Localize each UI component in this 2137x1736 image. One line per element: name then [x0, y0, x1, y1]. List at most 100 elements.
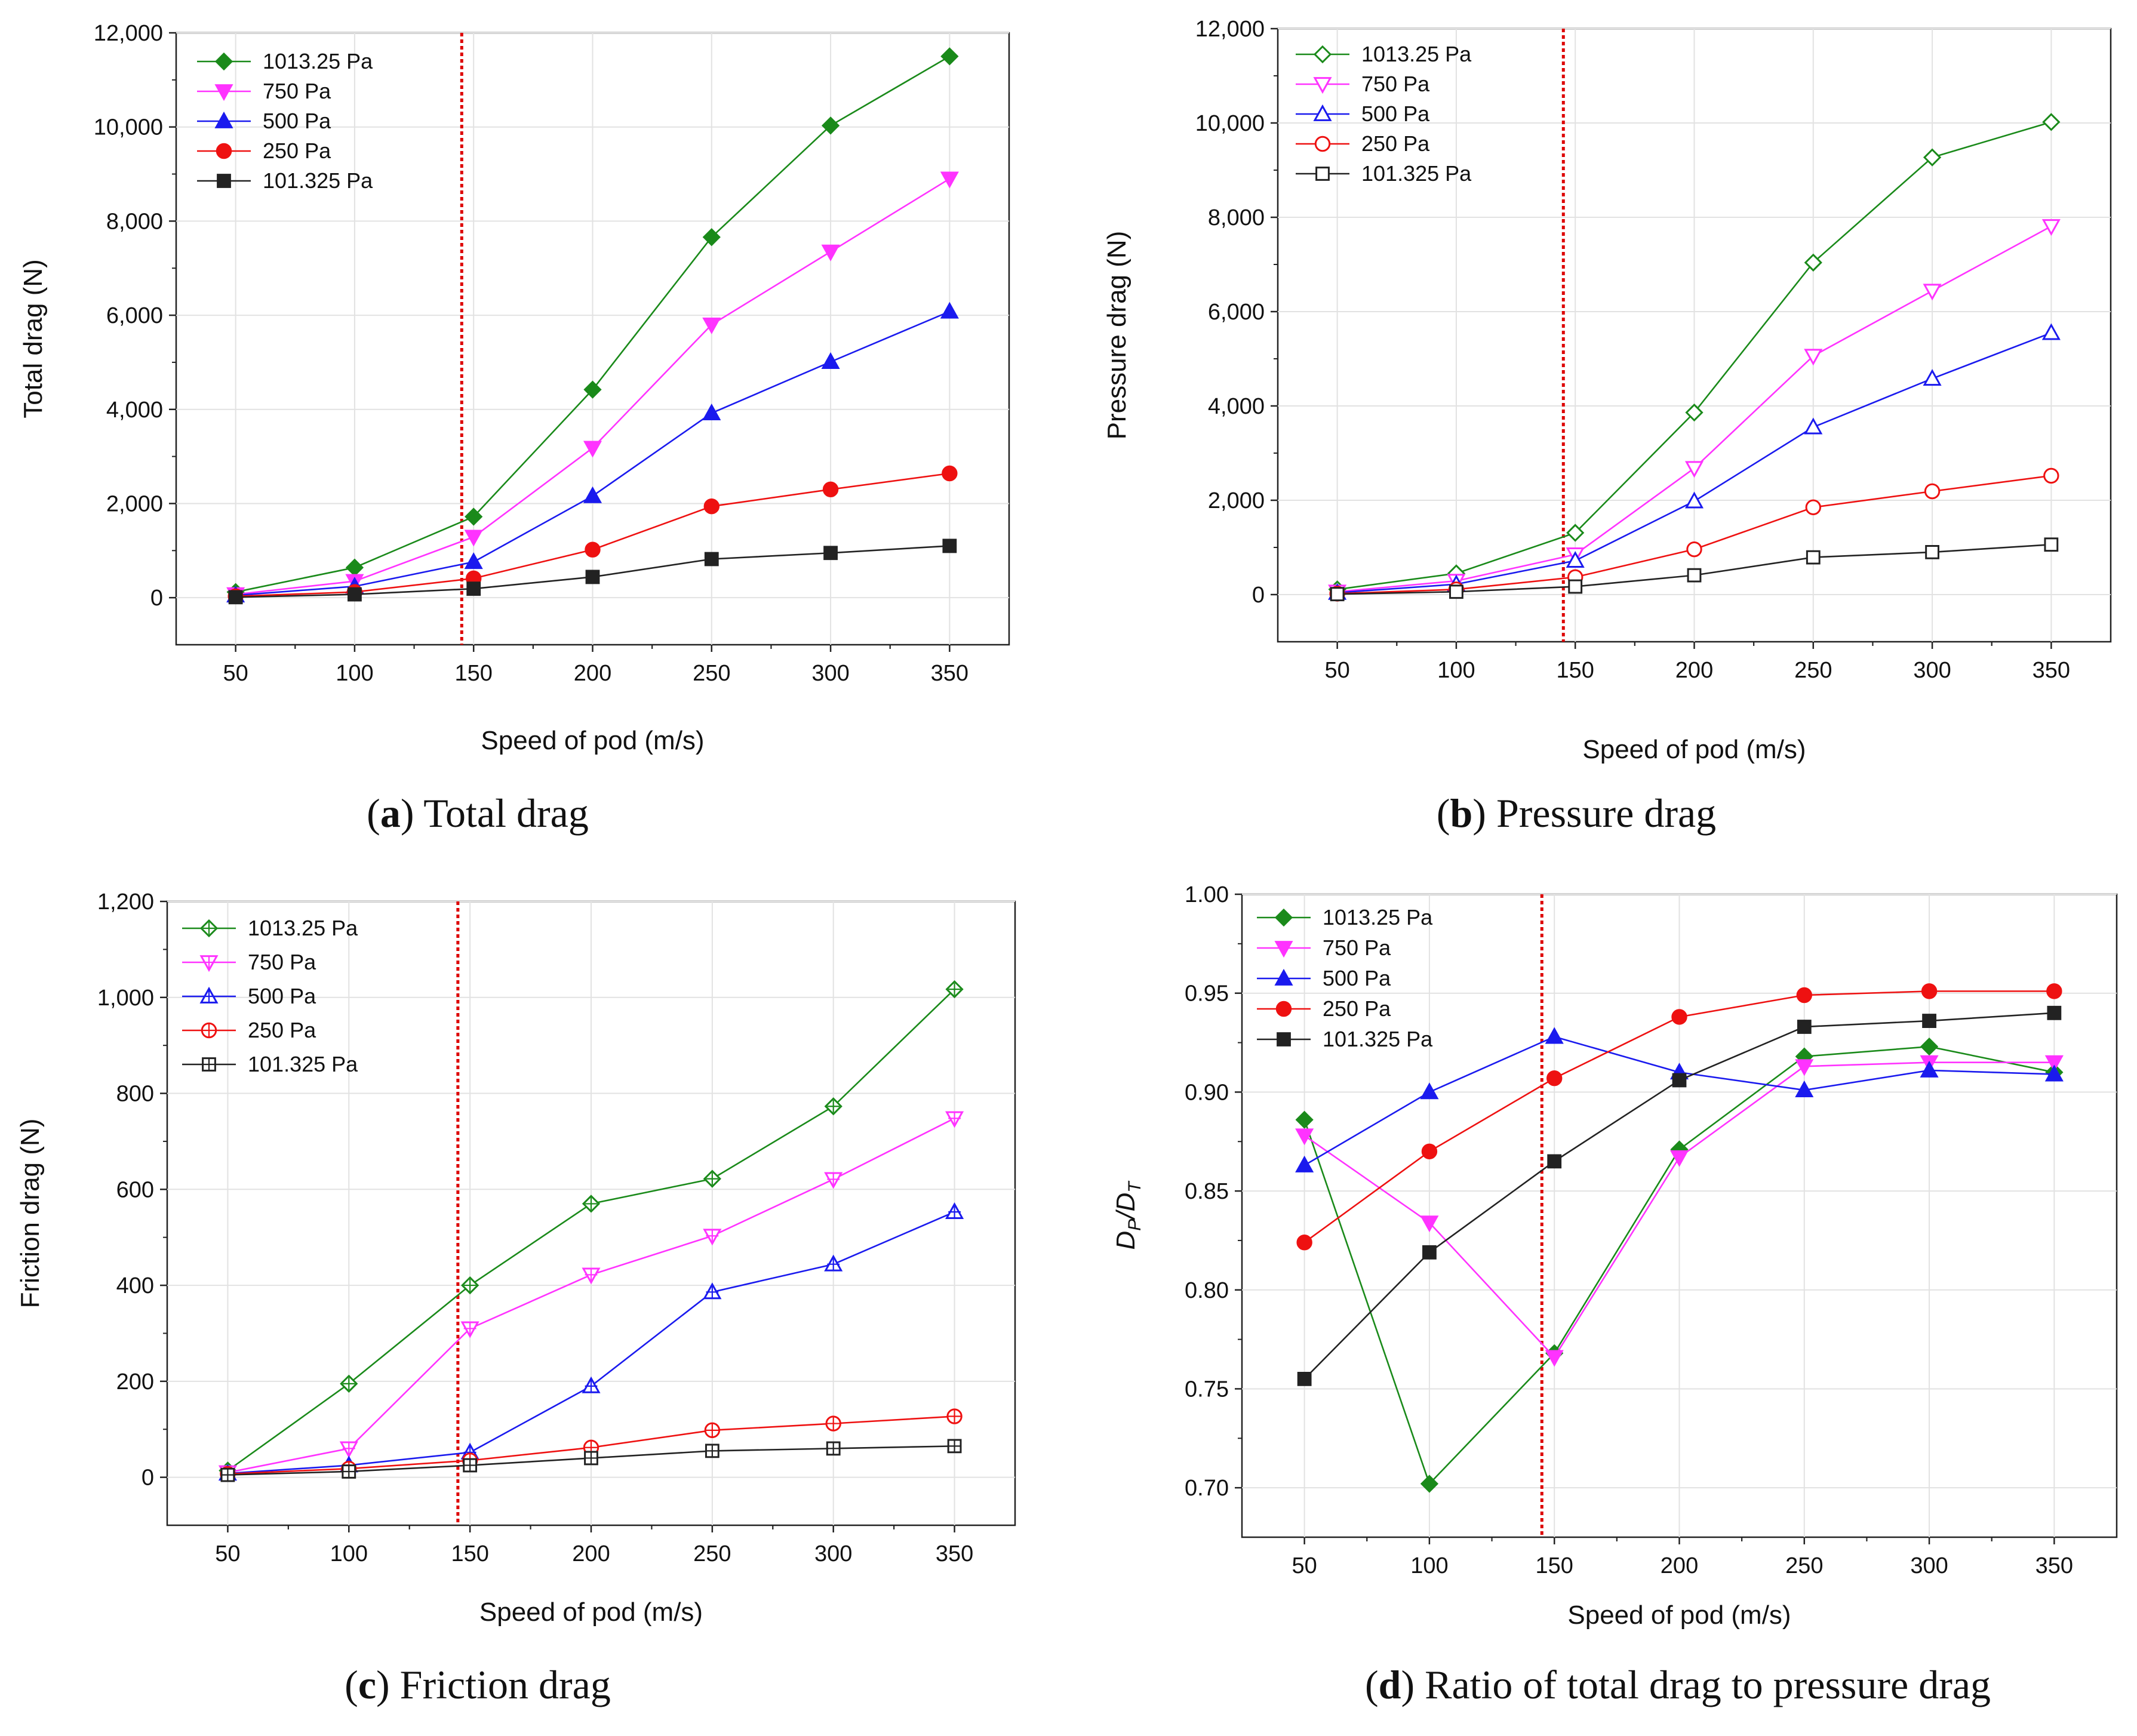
data-point: [1547, 1154, 1562, 1169]
y-tick-label: 200: [116, 1369, 154, 1395]
y-tick-label: 0.85: [1185, 1179, 1229, 1204]
x-axis-label: Speed of pod (m/s): [481, 726, 704, 755]
legend-label: 250 Pa: [263, 138, 331, 163]
legend-item: 250 Pa: [1257, 996, 1391, 1021]
x-tick-label: 50: [223, 661, 248, 686]
x-tick-label: 150: [1557, 658, 1594, 683]
data-point: [465, 507, 483, 526]
legend-item: 500 Pa: [197, 109, 331, 133]
series-500-pa: [1295, 1027, 2064, 1172]
legend-marker: [1313, 104, 1332, 121]
y-tick-label: 4,000: [106, 398, 163, 423]
data-point: [821, 352, 840, 370]
data-point: [940, 171, 959, 189]
data-point: [464, 530, 483, 547]
data-point: [1295, 1155, 1314, 1172]
y-tick-label: 10,000: [1195, 111, 1265, 136]
legend-label: 101.325 Pa: [248, 1052, 358, 1076]
legend-item: 750 Pa: [1296, 72, 1430, 96]
data-point: [1806, 550, 1821, 565]
legend-label: 750 Pa: [1323, 935, 1391, 960]
data-point: [1684, 491, 1704, 509]
data-point: [585, 541, 601, 558]
x-tick-label: 150: [455, 661, 493, 686]
legend-label: 250 Pa: [1361, 131, 1430, 156]
x-tick-label: 300: [814, 1541, 852, 1566]
legend-item: 250 Pa: [182, 1018, 316, 1042]
legend: 1013.25 Pa 750 Pa 500 Pa 250 Pa 101.325 Pa: [1296, 42, 1472, 186]
caption-text: Friction drag: [400, 1662, 611, 1707]
x-tick-label: 150: [451, 1541, 488, 1566]
x-tick-label: 250: [693, 661, 730, 686]
data-point: [2041, 323, 2061, 340]
x-tick-label: 200: [1661, 1553, 1698, 1578]
x-tick-label: 200: [572, 1541, 610, 1566]
data-point: [228, 590, 243, 605]
legend: 1013.25 Pa 750 Pa 500 Pa 250 Pa 101.325 Pa: [182, 916, 358, 1076]
data-point: [1685, 403, 1704, 422]
chart-panel-a: 0 2,000 4,000 6,000 8,000 10,000 12,000 50 100 15…: [19, 21, 1010, 836]
series-101-325-pa: [1297, 1005, 2062, 1386]
legend-item: 1013.25 Pa: [182, 916, 358, 940]
y-tick-label: 400: [116, 1273, 154, 1298]
chart-panel-c: 0 200 400 600 800 1,000 1,200 50 100 150 200 250 300…: [16, 889, 1016, 1707]
caption-open-paren: (: [345, 1662, 358, 1707]
legend-label: 1013.25 Pa: [1323, 905, 1433, 929]
data-point: [2047, 1005, 2062, 1020]
data-point: [1804, 349, 1823, 366]
legend-label: 1013.25 Pa: [1361, 42, 1472, 66]
x-tick-label: 350: [2033, 658, 2070, 683]
data-point: [942, 538, 957, 553]
data-point: [1545, 1350, 1564, 1367]
legend-item: 500 Pa: [1257, 966, 1391, 990]
y-tick-label: 0: [142, 1466, 154, 1491]
legend-marker: [217, 174, 231, 188]
data-point: [1449, 584, 1463, 599]
legend-marker: [216, 143, 232, 159]
x-tick-label: 350: [2035, 1553, 2073, 1578]
data-point: [822, 481, 839, 498]
data-point: [466, 581, 481, 596]
data-point: [1297, 1371, 1312, 1386]
data-point: [1684, 461, 1704, 478]
legend-marker: [1313, 77, 1332, 94]
data-point: [1568, 579, 1583, 594]
caption-text: Total drag: [423, 790, 589, 836]
legend-label: 1013.25 Pa: [248, 916, 358, 940]
data-point: [703, 498, 719, 515]
legend-marker: [1274, 968, 1293, 986]
legend-label: 500 Pa: [1323, 966, 1391, 990]
legend-item: 750 Pa: [182, 950, 316, 974]
legend-label: 250 Pa: [1323, 996, 1391, 1021]
data-point: [1795, 1059, 1814, 1076]
data-point: [1796, 987, 1812, 1004]
data-point: [942, 465, 958, 482]
y-tick-label: 12,000: [94, 21, 163, 46]
caption-text: Ratio of total drag to pressure drag: [1425, 1662, 1991, 1707]
data-point: [2044, 537, 2059, 552]
data-point: [702, 403, 721, 420]
x-tick-label: 100: [330, 1541, 368, 1566]
x-tick-label: 300: [811, 661, 849, 686]
x-tick-label: 50: [215, 1541, 240, 1566]
x-tick-label: 150: [1536, 1553, 1573, 1578]
x-tick-label: 250: [1794, 658, 1832, 683]
legend-marker: [214, 84, 233, 101]
legend-item: 1013.25 Pa: [1296, 42, 1472, 66]
caption-text: Pressure drag: [1496, 790, 1716, 836]
caption-open-paren: (: [367, 790, 380, 836]
y-tick-label: 1.00: [1185, 882, 1229, 907]
data-point: [583, 380, 602, 399]
data-point: [702, 317, 721, 334]
data-point: [1672, 1073, 1687, 1088]
legend-marker: [1277, 1032, 1291, 1046]
series-750-pa: [218, 1111, 964, 1482]
y-tick-label: 0.95: [1185, 981, 1229, 1006]
chart-panel-d: 0.70 0.75 0.80 0.85 0.90 0.95 1.00 50 100 150 200 2…: [1111, 882, 2118, 1707]
y-tick-label: 10,000: [94, 115, 163, 140]
y-axis-label-d: D: [1111, 1231, 1140, 1250]
legend: 1013.25 Pa 750 Pa 500 Pa 250 Pa 101.325 Pa: [1257, 905, 1433, 1051]
data-point: [1420, 1215, 1439, 1233]
